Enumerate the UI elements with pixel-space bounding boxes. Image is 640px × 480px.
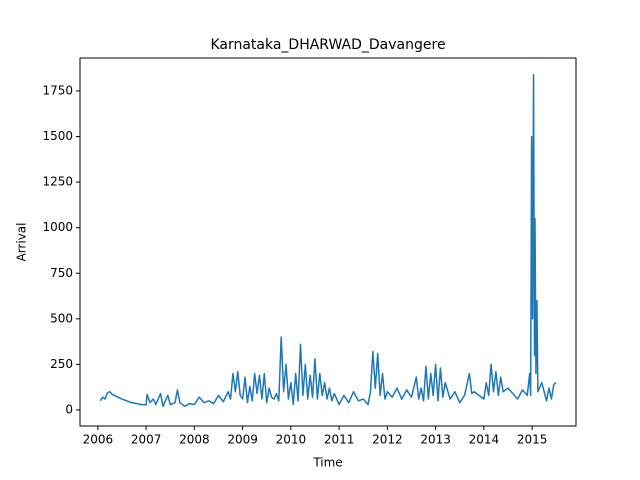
- y-tick-label: 250: [50, 357, 73, 371]
- data-line: [99, 73, 557, 408]
- plot-frame: [79, 57, 577, 427]
- y-tick-label: 0: [65, 402, 73, 416]
- y-axis-label: Arrival: [15, 223, 29, 262]
- y-tick-label: 1750: [42, 83, 73, 97]
- x-tick-label: 2015: [517, 433, 548, 447]
- y-tick-label: 1500: [42, 129, 73, 143]
- x-tick-label: 2006: [83, 433, 114, 447]
- x-tick-label: 2012: [372, 433, 403, 447]
- x-tick-label: 2014: [469, 433, 500, 447]
- y-tick-label: 750: [50, 266, 73, 280]
- x-tick-label: 2011: [324, 433, 355, 447]
- y-tick-label: 500: [50, 311, 73, 325]
- x-tick-label: 2008: [179, 433, 210, 447]
- y-tick-label: 1000: [42, 220, 73, 234]
- x-tick-label: 2013: [420, 433, 451, 447]
- x-axis-label: Time: [312, 456, 342, 470]
- x-tick-label: 2007: [131, 433, 162, 447]
- y-tick-label: 1250: [42, 175, 73, 189]
- x-tick-label: 2009: [227, 433, 258, 447]
- x-tick-label: 2010: [276, 433, 307, 447]
- chart-title: Karnataka_DHARWAD_Davangere: [210, 37, 445, 53]
